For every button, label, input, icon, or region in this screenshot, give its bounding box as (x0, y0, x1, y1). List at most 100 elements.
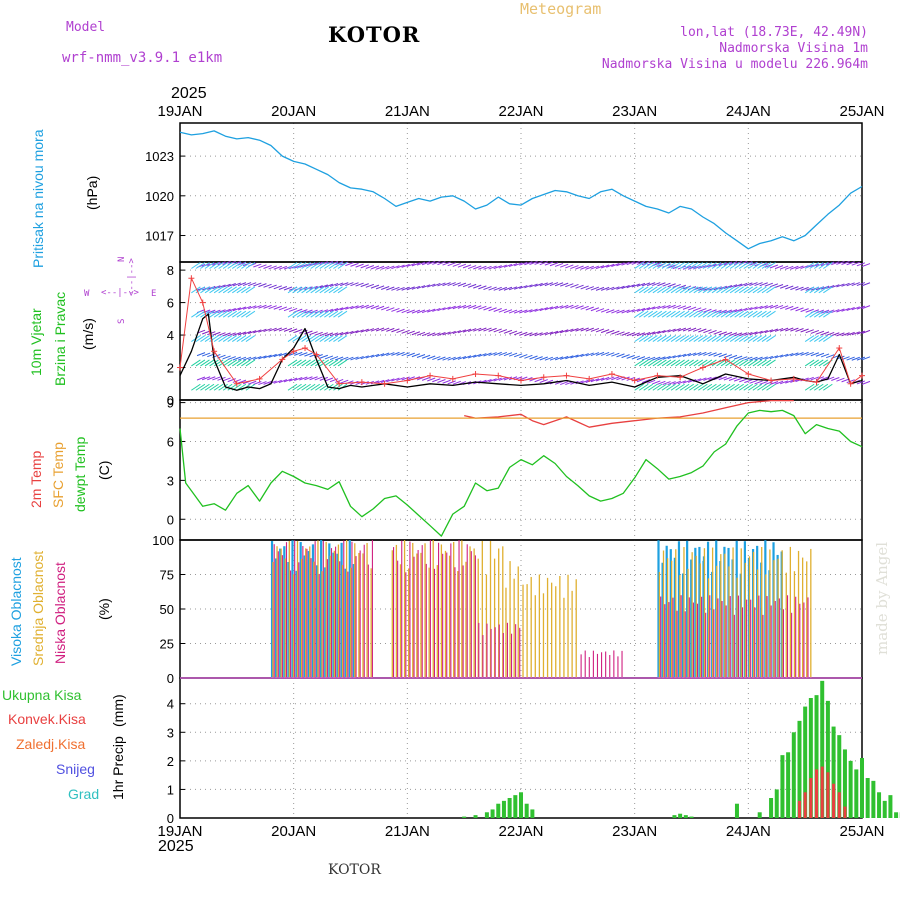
cloud-bar-mid (505, 587, 507, 678)
wind-barb-strong (232, 286, 242, 294)
cloud-bar-mid (773, 560, 775, 678)
wind-barb-strong (191, 359, 201, 367)
wind-barb (278, 286, 288, 290)
cloud-bar-mid (687, 568, 689, 678)
wind-barb (253, 304, 262, 309)
cloud-bar-low (290, 570, 292, 678)
wind-barb (345, 262, 354, 267)
wind-barb (585, 352, 594, 357)
wind-barb (222, 377, 231, 382)
wind-barb (232, 356, 242, 361)
cloud-bar-high (315, 565, 319, 678)
wind-barb (457, 304, 467, 309)
wind-barb-strong (809, 286, 819, 294)
precip-bar-total (462, 816, 467, 818)
wind-barb-strong (813, 383, 824, 391)
cloud-bar-mid (412, 542, 414, 678)
wind-barb (462, 328, 472, 333)
cloud-bar-low (584, 650, 586, 678)
cloud-bar-high (287, 562, 290, 678)
cloud-bar-low (302, 546, 304, 678)
wind-barb (600, 376, 610, 381)
wind-barb (467, 283, 477, 288)
cloud-bar-low (462, 565, 464, 678)
wind-barb (733, 308, 743, 313)
precip-bar-conv (820, 766, 824, 818)
y-tick-label: 0 (167, 393, 174, 408)
wind-barb (580, 285, 589, 290)
wind-barb-strong (222, 359, 233, 367)
wind-barb (815, 352, 825, 357)
wind-barb (340, 282, 349, 287)
cloud-bar-low (429, 540, 431, 678)
wind-barb (856, 380, 866, 385)
wind-barb (565, 328, 574, 333)
wind-barb-strong (245, 286, 256, 294)
wind-barb-strong (666, 383, 676, 391)
wind-barb (708, 376, 717, 381)
wind-barb-strong (675, 262, 685, 269)
wind-barb (212, 285, 221, 290)
y-tick-label: 1023 (145, 149, 174, 164)
wind-barb (774, 284, 784, 288)
cloud-bar-mid (522, 584, 524, 678)
cloud-bar-mid (703, 548, 706, 678)
wind-barb (739, 356, 748, 361)
wind-barb (662, 304, 671, 309)
cloud-bar-low (774, 600, 776, 678)
meteogram-label: Meteogram (520, 0, 602, 18)
wind-barb-strong (657, 310, 667, 318)
wind-barb-strong (634, 286, 644, 294)
wind-barb-strong (204, 359, 215, 367)
wind-barb (759, 356, 768, 361)
wind-barb (498, 286, 508, 291)
wind-barb-strong (675, 359, 685, 367)
cloud-bar-low (363, 544, 365, 678)
wind-barb (861, 329, 871, 334)
wind-rose-e: E (151, 289, 157, 299)
wind-barb (360, 264, 369, 269)
wind-barb (309, 331, 318, 336)
wind-barb (365, 328, 375, 333)
y-tick-label: 4 (167, 697, 174, 712)
wind-barb (375, 305, 385, 310)
cloud-bar-low (306, 548, 308, 678)
precip-legend-total: Ukupna Kisa (2, 687, 82, 703)
wind-barb-strong (661, 310, 672, 318)
wind-barb (452, 305, 461, 310)
cloud-bar-low (737, 595, 739, 678)
wind-barb-strong (227, 359, 238, 367)
cloud-bar-mid (793, 571, 796, 678)
wind-rose-w: W (84, 289, 90, 299)
cloud-bar-mid (509, 561, 511, 678)
wind-barb-strong (218, 335, 228, 342)
cloud-bar-low (592, 650, 594, 678)
cloud-bar-low (680, 595, 682, 678)
wind-barb-strong (638, 286, 649, 294)
cloud-bar-low (318, 573, 320, 678)
wind-barb (682, 265, 692, 270)
wind-barb (227, 378, 236, 383)
wind-barb-strong (698, 359, 708, 367)
cloud-bar-low (762, 614, 764, 678)
cloud-bar-low (330, 548, 333, 678)
wind-barb (365, 354, 375, 359)
wind-barb-strong (200, 286, 210, 294)
wind-barb (263, 328, 272, 333)
y-tick-label: 6 (167, 296, 174, 311)
cloud-bar-low (621, 650, 623, 678)
wind-barb (365, 265, 375, 269)
wind-barb (350, 262, 359, 267)
cloud-bar-mid (292, 574, 295, 678)
wind-barb-strong (766, 335, 776, 342)
wind-barb-strong (670, 286, 681, 294)
precip-bar-total (473, 815, 478, 818)
wind-barb-strong (679, 262, 690, 269)
precip-bar-total (865, 778, 870, 818)
wind-barb (493, 286, 502, 291)
wind-barb (503, 263, 513, 268)
cloud-bar-low (405, 572, 407, 678)
wind-barb-strong (204, 335, 215, 342)
cloud-bar-low (466, 544, 468, 678)
wind-barb (682, 305, 692, 310)
